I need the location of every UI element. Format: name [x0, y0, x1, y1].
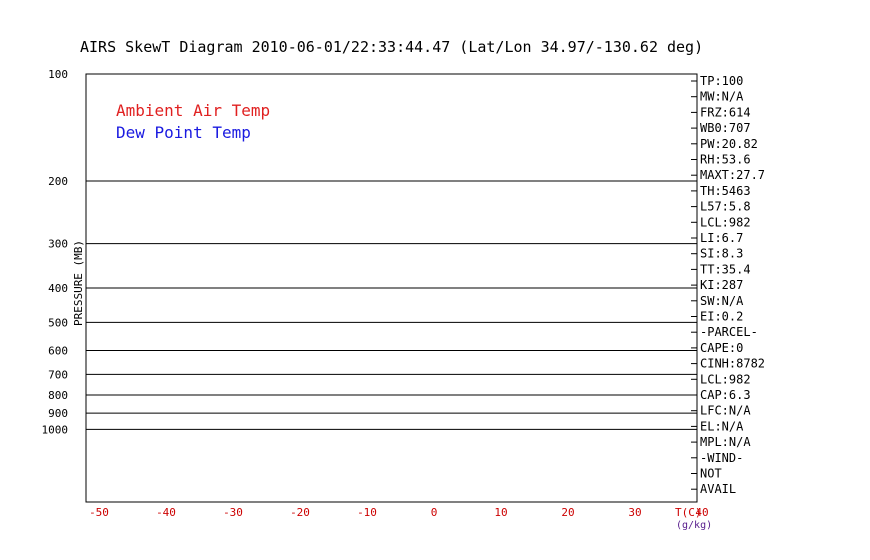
- bottom-temperature-axis: -50 -40 -30 -20 -10 0 10 20 30 40: [89, 506, 709, 519]
- index-label: SW:N/A: [700, 294, 744, 308]
- bottom-temperature-tick-label: 30: [628, 506, 641, 519]
- index-label: CAPE:0: [700, 341, 743, 355]
- index-label: SI:8.3: [700, 247, 743, 261]
- legend-dew-point-temp: Dew Point Temp: [116, 123, 251, 142]
- bottom-temperature-tick-label: 20: [561, 506, 574, 519]
- bottom-temperature-tick-label: 10: [494, 506, 507, 519]
- index-label: MAXT:27.7: [700, 168, 765, 182]
- index-label: NOT: [700, 467, 722, 481]
- plot-frame: [85, 73, 698, 503]
- pressure-tick-label: 600: [48, 345, 68, 358]
- bottom-temperature-tick-label: -20: [290, 506, 310, 519]
- pressure-axis: 100 200 300 400 500 600 700 800 900 1000: [42, 68, 69, 436]
- pressure-tick-label: 200: [48, 175, 68, 188]
- chart-title: AIRS SkewT Diagram 2010-06-01/22:33:44.4…: [80, 38, 703, 56]
- x-axis-label: T(C): [675, 506, 702, 519]
- legend-ambient-air-temp: Ambient Air Temp: [116, 101, 270, 120]
- mixing-ratio-label: (g/kg): [676, 520, 712, 531]
- index-label: AVAIL: [700, 482, 736, 496]
- bottom-temperature-tick-label: 40: [695, 506, 708, 519]
- index-label: MW:N/A: [700, 90, 744, 104]
- pressure-tick-label: 400: [48, 282, 68, 295]
- pressure-tick-label: 500: [48, 316, 68, 329]
- index-label: KI:287: [700, 278, 743, 292]
- index-label: -WIND-: [700, 451, 743, 465]
- pressure-tick-label: 100: [48, 68, 68, 81]
- pressure-tick-label: 900: [48, 407, 68, 420]
- index-label: LFC:N/A: [700, 404, 751, 418]
- index-label: EL:N/A: [700, 419, 744, 433]
- y-axis-label: PRESSURE (MB): [72, 240, 85, 326]
- bottom-temperature-tick-label: -50: [89, 506, 109, 519]
- index-label: RH:53.6: [700, 153, 751, 167]
- index-label: CAP:6.3: [700, 388, 751, 402]
- bottom-temperature-tick-label: 0: [431, 506, 438, 519]
- index-label: MPL:N/A: [700, 435, 751, 449]
- index-label: TT:35.4: [700, 262, 751, 276]
- pressure-tick-label: 1000: [42, 423, 69, 436]
- index-label: LCL:982: [700, 372, 751, 386]
- isobars: [86, 73, 697, 430]
- index-label: EI:0.2: [700, 310, 743, 324]
- index-label: L57:5.8: [700, 200, 751, 214]
- bottom-temperature-tick-label: -30: [223, 506, 243, 519]
- index-label: TH:5463: [700, 184, 751, 198]
- pressure-tick-label: 300: [48, 238, 68, 251]
- bottom-temperature-tick-label: -40: [156, 506, 176, 519]
- index-label: PW:20.82: [700, 137, 758, 151]
- index-label: LCL:982: [700, 215, 751, 229]
- index-label: WB0:707: [700, 121, 751, 135]
- index-label: FRZ:614: [700, 105, 751, 119]
- pressure-tick-label: 800: [48, 389, 68, 402]
- pressure-tick-label: 700: [48, 368, 68, 381]
- index-label: LI:6.7: [700, 231, 743, 245]
- index-label: CINH:8782: [700, 357, 765, 371]
- index-label: TP:100: [700, 74, 743, 88]
- index-label: -PARCEL-: [700, 325, 758, 339]
- bottom-temperature-tick-label: -10: [357, 506, 377, 519]
